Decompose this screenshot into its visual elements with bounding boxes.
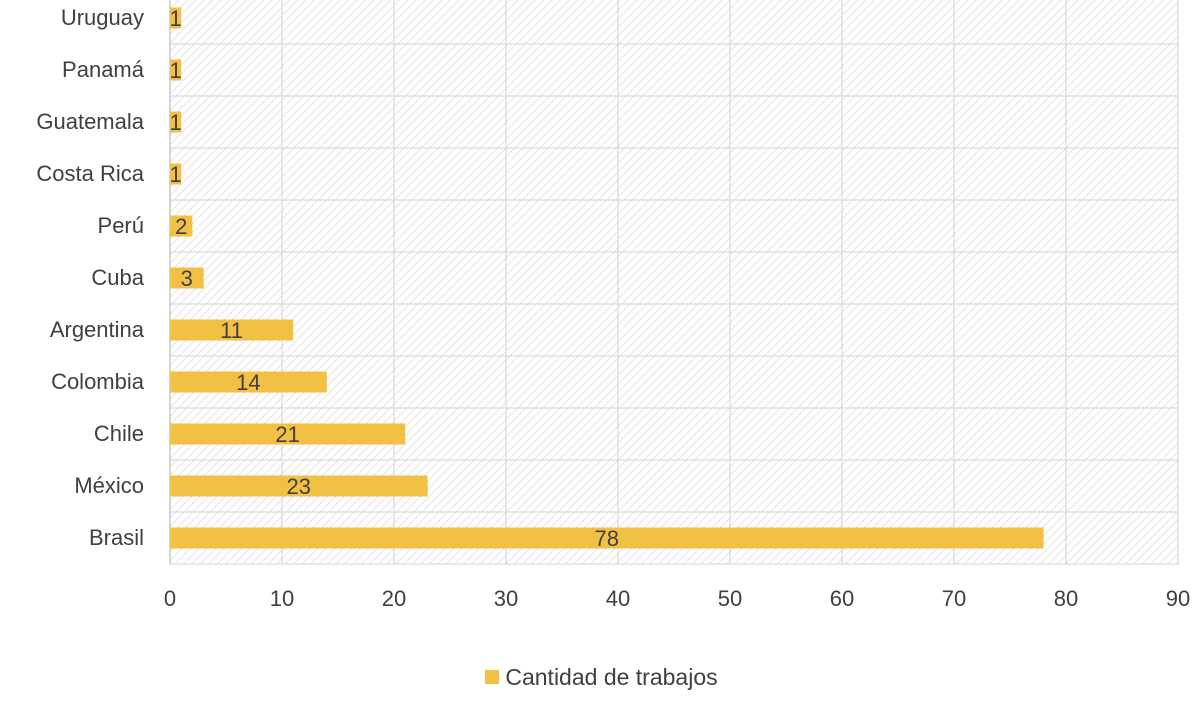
- category-label-5: Cuba: [91, 265, 144, 290]
- legend-label: Cantidad de trabajos: [505, 664, 718, 690]
- bar-10: [170, 527, 1044, 549]
- bar-6: [170, 319, 294, 341]
- data-label-1: 1: [169, 58, 181, 83]
- data-label-5: 3: [181, 266, 193, 291]
- data-label-0: 1: [169, 6, 181, 31]
- data-label-9: 23: [287, 474, 311, 499]
- bar-0: [170, 7, 182, 29]
- category-label-2: Guatemala: [36, 109, 144, 134]
- x-tick-label-5: 50: [718, 586, 742, 611]
- category-label-10: Brasil: [89, 525, 144, 550]
- category-label-1: Panamá: [62, 57, 145, 82]
- x-tick-label-8: 80: [1054, 586, 1078, 611]
- bar-1: [170, 59, 182, 81]
- data-label-4: 2: [175, 214, 187, 239]
- data-label-2: 1: [169, 110, 181, 135]
- legend-swatch: [485, 669, 500, 684]
- category-label-8: Chile: [94, 421, 144, 446]
- bar-8: [170, 423, 406, 445]
- bar-4: [170, 215, 193, 237]
- category-label-4: Perú: [98, 213, 144, 238]
- x-tick-label-0: 0: [164, 586, 176, 611]
- category-labels: Uruguay Panamá Guatemala Costa Rica Perú Cuba…: [36, 5, 144, 550]
- x-tick-label-1: 10: [270, 586, 294, 611]
- data-label-7: 14: [236, 370, 260, 395]
- data-label-8: 21: [275, 422, 299, 447]
- category-label-9: México: [74, 473, 144, 498]
- bar-9: [170, 475, 428, 497]
- bar-2: [170, 111, 182, 133]
- x-tick-label-2: 20: [382, 586, 406, 611]
- category-label-6: Argentina: [50, 317, 145, 342]
- bar-5: [170, 267, 204, 289]
- legend: Cantidad de trabajos: [0, 664, 1203, 691]
- x-tick-label-9: 90: [1166, 586, 1190, 611]
- data-label-10: 78: [595, 526, 619, 551]
- bars: [170, 7, 1044, 549]
- data-label-6: 11: [220, 318, 243, 343]
- plot-area: [170, 0, 1178, 564]
- x-tick-label-3: 30: [494, 586, 518, 611]
- bar-3: [170, 163, 182, 185]
- bar-7: [170, 371, 327, 393]
- x-tick-label-7: 70: [942, 586, 966, 611]
- category-label-3: Costa Rica: [36, 161, 144, 186]
- x-tick-label-4: 40: [606, 586, 630, 611]
- x-tick-label-6: 60: [830, 586, 854, 611]
- data-label-3: 1: [169, 162, 181, 187]
- x-axis-ticks: 0 10 20 30 40 50 60 70 80 90: [164, 586, 1190, 611]
- category-label-7: Colombia: [51, 369, 145, 394]
- category-label-0: Uruguay: [61, 5, 144, 30]
